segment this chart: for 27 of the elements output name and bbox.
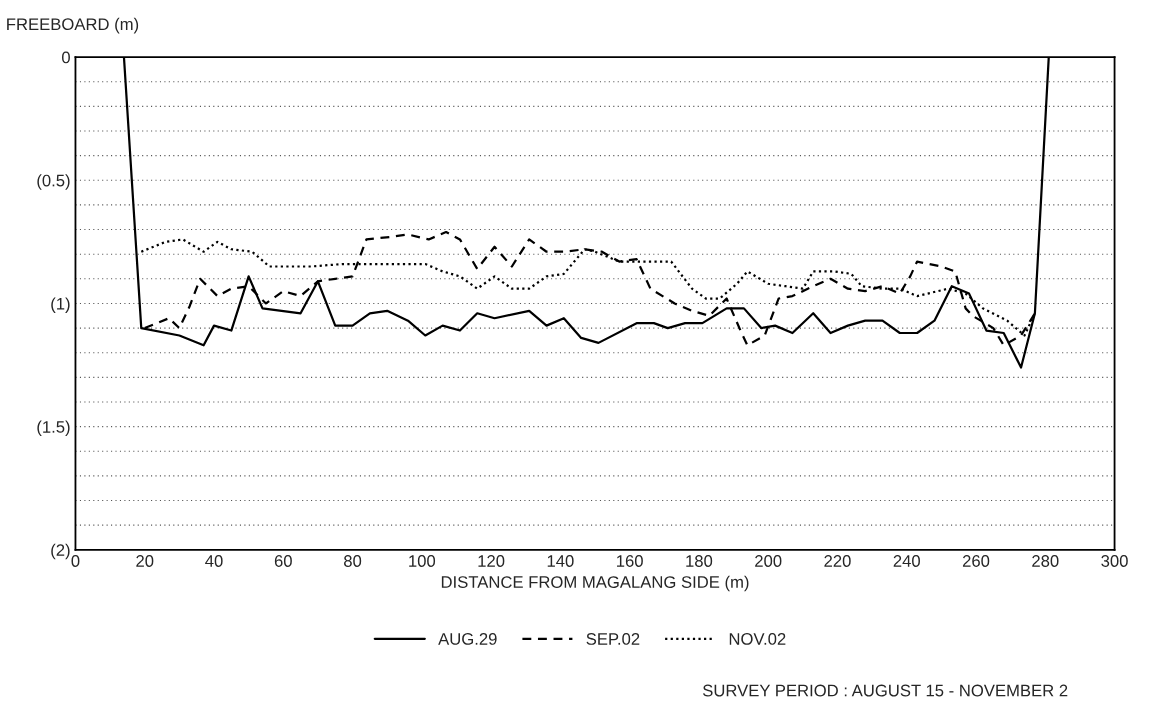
x-tick-label: 40	[205, 555, 223, 567]
x-tick-label: 140	[547, 555, 574, 567]
x-tick-label: 200	[755, 555, 782, 567]
x-axis-title: DISTANCE FROM MAGALANG SIDE (m)	[441, 575, 749, 592]
x-tick-label: 240	[893, 555, 920, 567]
legend-label: NOV.02	[729, 633, 786, 645]
legend-label: SEP.02	[586, 633, 640, 645]
y-axis-title: FREEBOARD (m)	[7, 17, 139, 34]
y-tick-label: (2)	[51, 543, 70, 560]
x-tick-label: 260	[962, 555, 990, 567]
y-tick-label: (0.5)	[37, 174, 70, 190]
x-tick-label: 0	[71, 555, 80, 567]
x-tick-label: 60	[274, 555, 292, 567]
y-tick-label: 0	[61, 51, 70, 64]
x-tick-label: 180	[686, 555, 713, 567]
x-tick-label: 120	[478, 555, 505, 567]
x-tick-label: 80	[344, 555, 362, 567]
x-tick-label: 220	[824, 555, 851, 567]
x-tick-label: 300	[1101, 555, 1128, 567]
x-tick-label: 100	[409, 555, 436, 567]
x-tick-label: 280	[1032, 555, 1059, 567]
x-tick-label: 20	[136, 555, 154, 567]
x-tick-label: 160	[617, 555, 643, 567]
legend-label: AUG.29	[438, 633, 497, 645]
y-tick-label: (1.5)	[37, 420, 70, 437]
y-tick-label: (1)	[51, 297, 70, 313]
text: SURVEY PERIOD : AUGUST 15 - NOVEMBER 2	[702, 684, 1068, 697]
